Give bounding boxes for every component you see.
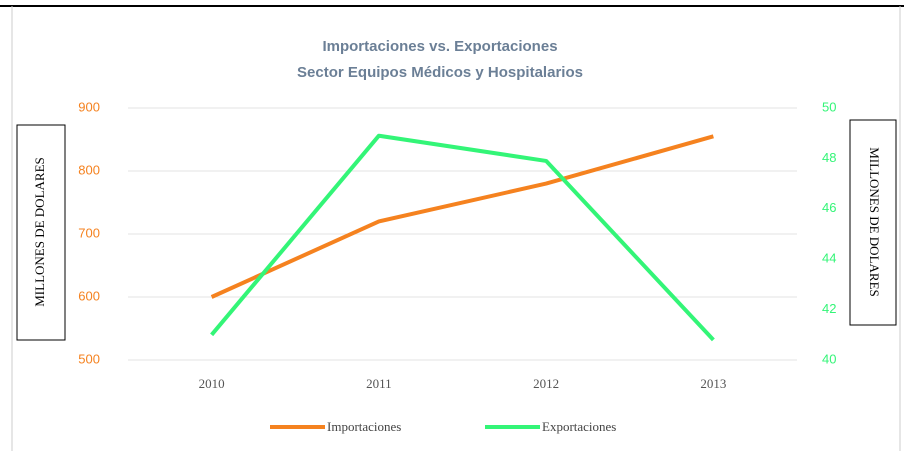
series-line bbox=[210, 133, 715, 342]
y-tick-label: 600 bbox=[78, 288, 100, 303]
x-tick-label: 2010 bbox=[199, 376, 225, 391]
y2-tick-label: 42 bbox=[822, 301, 836, 316]
y-tick-label: 500 bbox=[78, 351, 100, 366]
x-tick-label: 2013 bbox=[700, 376, 726, 391]
y2-tick-label: 48 bbox=[822, 150, 836, 165]
y2-axis-label: MILLONES DE DOLARES bbox=[867, 147, 882, 297]
y2-tick-label: 40 bbox=[822, 351, 836, 366]
y2-tick-label: 50 bbox=[822, 99, 836, 114]
y-label-box bbox=[16, 124, 66, 341]
x-tick-label: 2012 bbox=[533, 376, 559, 391]
x-tick-label: 2011 bbox=[366, 376, 392, 391]
y2-tick-label: 46 bbox=[822, 200, 836, 215]
chart-subtitle: Sector Equipos Médicos y Hospitalarios bbox=[297, 64, 583, 81]
chart-title: Importaciones vs. Exportaciones bbox=[322, 38, 557, 55]
y-tick-label: 800 bbox=[78, 162, 100, 177]
y-tick-label: 900 bbox=[78, 99, 100, 114]
series-line bbox=[210, 134, 714, 299]
legend-label: Exportaciones bbox=[542, 419, 616, 434]
legend-label: Importaciones bbox=[327, 419, 401, 434]
y-tick-label: 700 bbox=[78, 225, 100, 240]
y2-label-box bbox=[849, 119, 897, 326]
y2-tick-label: 44 bbox=[822, 251, 836, 266]
y-axis-label: MILLONES DE DOLARES bbox=[32, 157, 47, 307]
